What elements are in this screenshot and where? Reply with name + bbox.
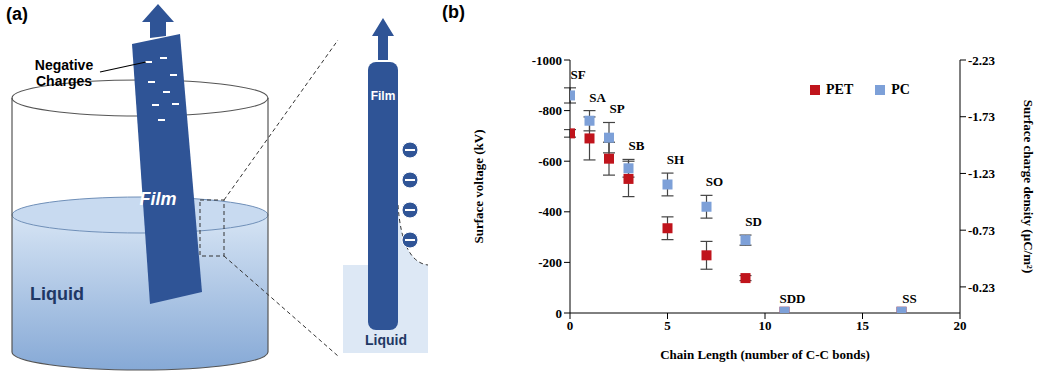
- svg-text:SF: SF: [570, 67, 585, 82]
- svg-text:0: 0: [567, 318, 574, 333]
- svg-text:5: 5: [664, 318, 671, 333]
- html-text:PET: PET: [826, 82, 854, 97]
- svg-text:-800: -800: [538, 103, 562, 118]
- svg-text:0: 0: [556, 306, 563, 321]
- svg-text:20: 20: [954, 318, 967, 333]
- svg-text:SP: SP: [609, 101, 624, 116]
- svg-text:-200: -200: [538, 255, 562, 270]
- svg-text:Liquid: Liquid: [365, 332, 407, 348]
- svg-text:-400: -400: [538, 204, 562, 219]
- svg-text:SB: SB: [629, 138, 645, 153]
- svg-text:(a): (a): [6, 4, 28, 24]
- svg-text:10: 10: [759, 318, 772, 333]
- svg-text:-1000: -1000: [532, 53, 562, 68]
- svg-text:Liquid: Liquid: [30, 284, 84, 304]
- svg-text:-1.23: -1.23: [968, 166, 996, 181]
- svg-text:Chain Length (number of C-C bo: Chain Length (number of C-C bonds): [660, 347, 870, 362]
- svg-text:SA: SA: [589, 90, 606, 105]
- svg-text:NegativeCharges: NegativeCharges: [35, 57, 94, 89]
- svg-text:-0.23: -0.23: [968, 280, 996, 295]
- svg-text:Surface charge density (µC/m²): Surface charge density (µC/m²): [1021, 100, 1036, 274]
- svg-text:-1.73: -1.73: [968, 109, 996, 124]
- svg-text:SS: SS: [902, 291, 916, 306]
- svg-text:-2.23: -2.23: [968, 53, 996, 68]
- svg-text:-0.73: -0.73: [968, 223, 996, 238]
- svg-text:Surface voltage (kV): Surface voltage (kV): [471, 129, 486, 243]
- svg-text:Film: Film: [371, 89, 396, 103]
- svg-text:-600: -600: [538, 154, 562, 169]
- svg-text:SO: SO: [706, 174, 723, 189]
- svg-text:SH: SH: [667, 152, 684, 167]
- html-text:(b): (b): [442, 2, 465, 22]
- svg-text:SD: SD: [745, 214, 762, 229]
- svg-text:15: 15: [856, 318, 870, 333]
- svg-text:Film: Film: [139, 189, 176, 209]
- html-text:PC: PC: [891, 82, 910, 97]
- svg-text:SDD: SDD: [779, 291, 805, 306]
